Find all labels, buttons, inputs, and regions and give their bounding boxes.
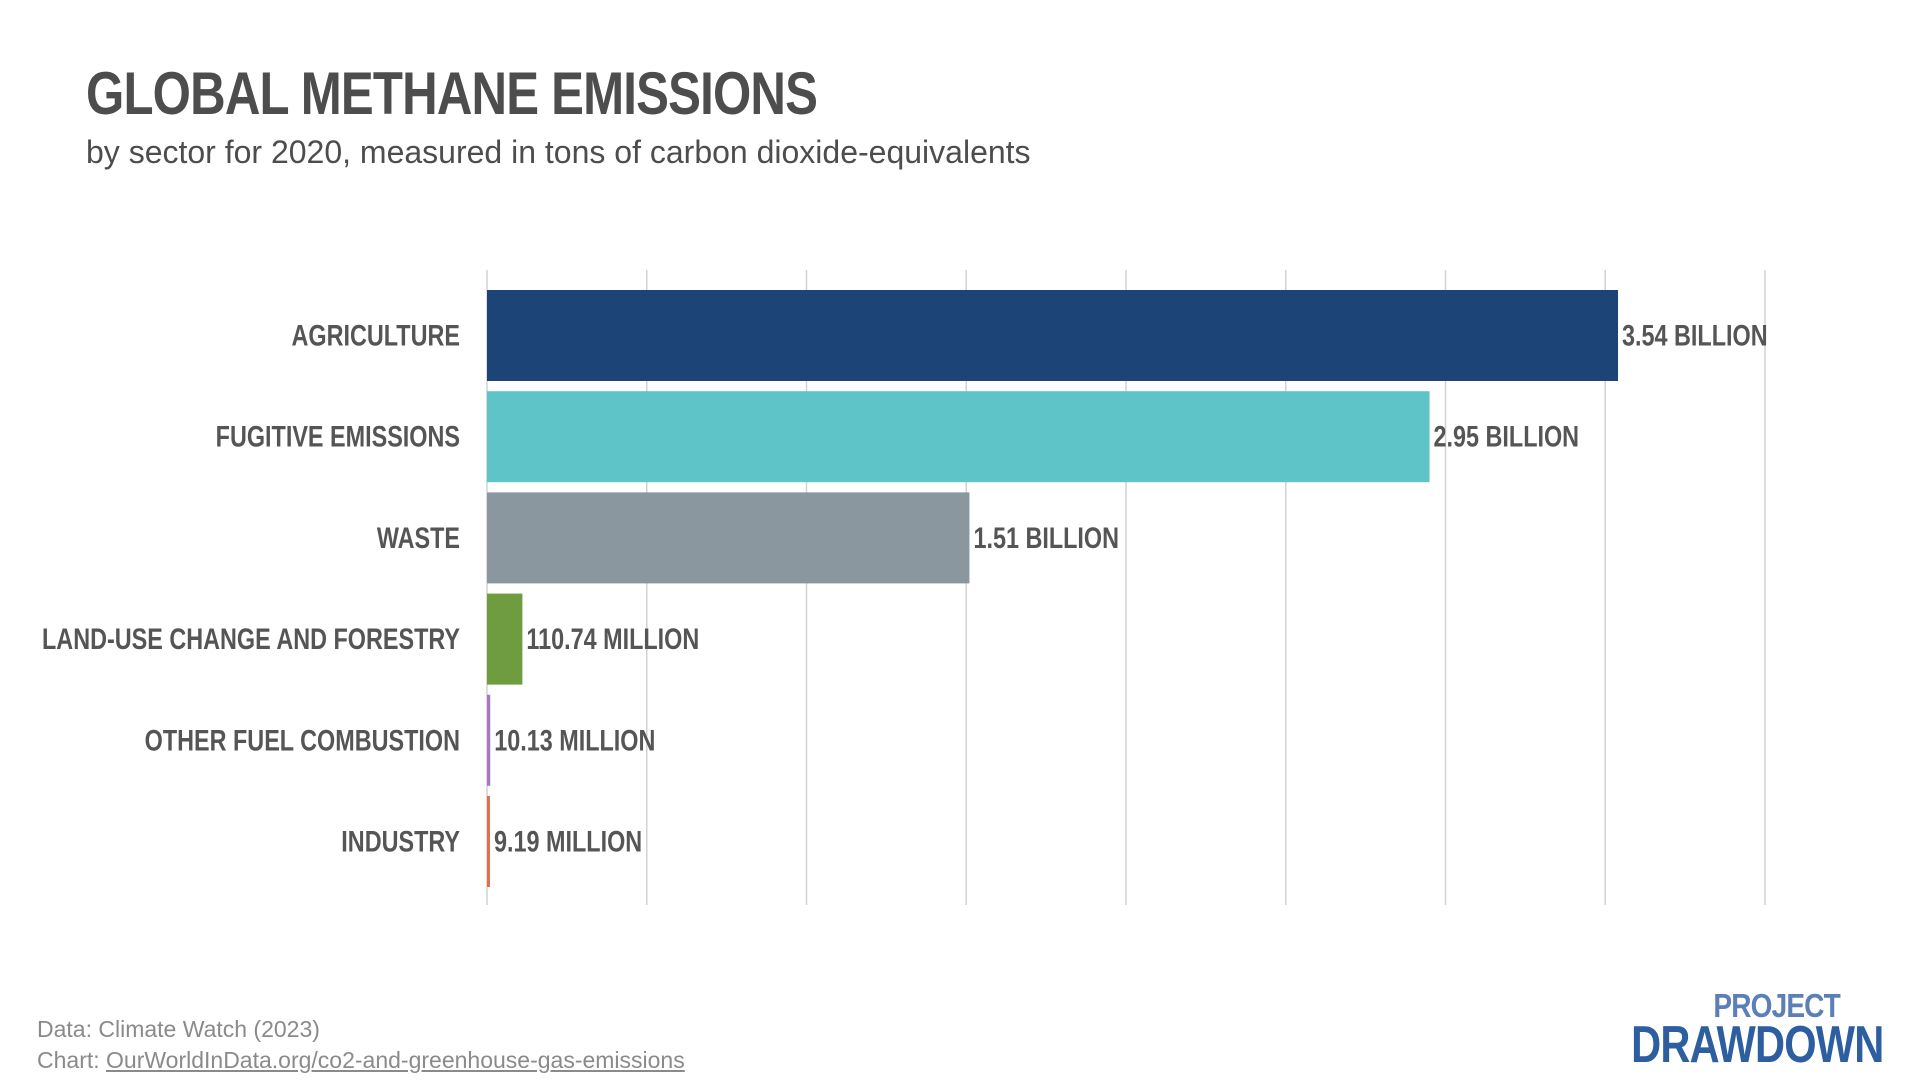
category-label: FUGITIVE EMISSIONS [216, 420, 460, 453]
category-labels: AGRICULTURE FUGITIVE EMISSIONS WASTE LAND-U… [42, 319, 460, 858]
bar [487, 593, 523, 685]
category-label: LAND-USE CHANGE AND FORESTRY [42, 622, 460, 655]
bar [487, 492, 970, 584]
bar [487, 796, 490, 887]
category-label: AGRICULTURE [292, 319, 460, 352]
value-label: 10.13 MILLION [494, 724, 655, 757]
category-label: INDUSTRY [341, 825, 460, 858]
value-label: 110.74 MILLION [526, 622, 699, 655]
bar [487, 391, 1430, 483]
chart-footer: Data: Climate Watch (2023) Chart: OurWor… [37, 1014, 685, 1076]
value-label: 3.54 BILLION [1622, 319, 1768, 352]
bars [487, 290, 1619, 887]
bar [487, 694, 491, 786]
category-label: OTHER FUEL COMBUSTION [145, 724, 460, 757]
logo-drawdown-text: DRAWDOWN [1631, 1016, 1885, 1074]
chart-source-prefix: Chart: [37, 1047, 107, 1073]
category-label: WASTE [377, 521, 460, 554]
value-labels: 3.54 BILLION 2.95 BILLION 1.51 BILLION 110.… [494, 319, 1768, 858]
chart-source-link[interactable]: OurWorldInData.org/co2-and-greenhouse-ga… [106, 1047, 685, 1073]
chart-title: GLOBAL METHANE EMISSIONS [86, 60, 818, 127]
value-label: 2.95 BILLION [1434, 420, 1580, 453]
value-label: 9.19 MILLION [494, 825, 642, 858]
bar [487, 290, 1619, 381]
project-drawdown-logo: PROJECT DRAWDOWN [1632, 987, 1888, 1073]
logo-project-text: PROJECT [1713, 987, 1840, 1024]
data-source: Data: Climate Watch (2023) [37, 1016, 320, 1042]
value-label: 1.51 BILLION [973, 521, 1119, 554]
chart-source-line: Chart: OurWorldInData.org/co2-and-greenh… [37, 1045, 685, 1076]
chart-subtitle: by sector for 2020, measured in tons of … [86, 134, 1031, 170]
